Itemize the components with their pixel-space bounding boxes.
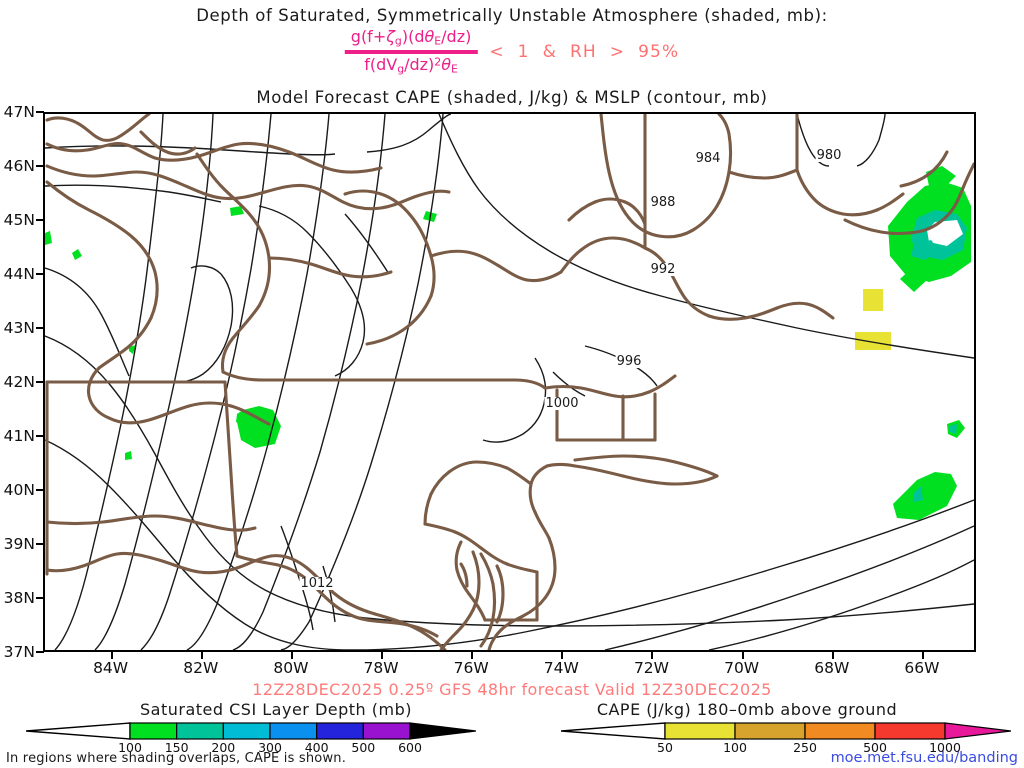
colorbar-band	[362, 722, 411, 740]
latitude-tick-label: 39N	[3, 535, 35, 553]
csi-fraction: g(f+ζg)(dθE/dz) f(dVg/dz)2θE	[344, 27, 478, 76]
longitude-tick-mark	[290, 651, 293, 659]
colorbar-band	[269, 722, 318, 740]
latitude-tick-label: 43N	[3, 319, 35, 337]
mslp-contour-label: 1000	[544, 396, 580, 411]
latitude-tick-mark	[36, 165, 44, 167]
colorbar-tick-label: 500	[351, 740, 376, 755]
latitude-tick-label: 45N	[3, 211, 35, 229]
latitude-tick-mark	[36, 435, 44, 437]
colorbar-tick-label: 150	[164, 740, 189, 755]
latitude-tick-mark	[36, 381, 44, 383]
colorbar-tick-label: 100	[118, 740, 142, 755]
colorbar-band	[176, 722, 224, 740]
formula-numerator: g(f+ζg)(dθE/dz)	[350, 27, 472, 48]
longitude-tick-mark	[381, 651, 384, 659]
header-line-3: Model Forecast CAPE (shaded, J/kg) & MSL…	[256, 88, 768, 107]
cape-colorbar: 50 100 250 500 1000	[560, 722, 1012, 756]
longitude-tick-label: 66W	[904, 659, 940, 677]
longitude-tick-mark	[651, 651, 654, 659]
header-line-1: Depth of Saturated, Symmetrically Unstab…	[196, 6, 828, 25]
latitude-tick-label: 42N	[3, 373, 35, 391]
colorbar-band	[804, 722, 876, 740]
source-url[interactable]: moe.met.fsu.edu/banding	[830, 750, 1018, 766]
longitude-tick-label: 70W	[724, 659, 760, 677]
latitude-tick-label: 47N	[3, 103, 35, 121]
longitude-tick-label: 74W	[543, 659, 579, 677]
latitude-tick-mark	[36, 543, 44, 545]
longitude-tick-mark	[921, 651, 924, 659]
latitude-tick-label: 37N	[3, 643, 35, 661]
fraction-bar	[344, 49, 478, 54]
colorbar-tick-label: 1000	[929, 740, 961, 755]
mslp-contour-label: 992	[649, 262, 677, 277]
mslp-contour-label: 988	[649, 195, 677, 210]
mslp-contour-label: 996	[615, 354, 643, 369]
csi-formula: g(f+ζg)(dθE/dz) f(dVg/dz)2θE < 1 & RH > …	[344, 27, 680, 76]
longitude-tick-mark	[110, 651, 113, 659]
formula-condition: < 1 & RH > 95%	[489, 41, 680, 62]
longitude-tick-label: 82W	[183, 659, 219, 677]
latitude-tick-label: 41N	[3, 427, 35, 445]
latitude-tick-mark	[36, 489, 44, 491]
colorbar-tick-label: 200	[211, 740, 236, 755]
longitude-tick-mark	[741, 651, 744, 659]
longitude-tick-mark	[471, 651, 474, 659]
colorbar-band	[129, 722, 178, 740]
colorbar-tick-label: 400	[304, 740, 329, 755]
overlap-note: In regions where shading overlaps, CAPE …	[6, 751, 347, 766]
longitude-tick-label: 84W	[93, 659, 129, 677]
colorbar-tick-label: 300	[258, 740, 282, 755]
map-plot-area	[43, 112, 976, 652]
colorbar-swatches	[25, 722, 477, 740]
longitude-tick-mark	[561, 651, 564, 659]
longitude-tick-label: 68W	[814, 659, 850, 677]
longitude-tick-mark	[831, 651, 834, 659]
colorbar-band	[664, 722, 736, 740]
state-boundaries	[45, 114, 974, 650]
latitude-tick-mark	[36, 111, 44, 113]
longitude-tick-mark	[200, 651, 203, 659]
latitude-tick-mark	[36, 273, 44, 275]
colorbar-tick-label: 500	[863, 740, 887, 755]
colorbar-tick-label: 250	[793, 740, 817, 755]
colorbar-band	[316, 722, 364, 740]
latitude-tick-label: 46N	[3, 157, 35, 175]
latitude-tick-mark	[36, 219, 44, 221]
longitude-tick-label: 78W	[363, 659, 399, 677]
formula-denominator: f(dVg/dz)2θE	[364, 54, 458, 76]
longitude-tick-label: 72W	[633, 659, 669, 677]
csi-legend-caption: Saturated CSI Layer Depth (mb)	[140, 700, 412, 719]
forecast-valid-line: 12Z28DEC2025 0.25º GFS 48hr forecast Val…	[252, 680, 772, 699]
latitude-tick-label: 38N	[3, 589, 35, 607]
colorbar-tick-label: 100	[723, 740, 747, 755]
mslp-contour-label: 1012	[299, 576, 335, 591]
map-canvas	[45, 114, 974, 650]
colorbar-band	[874, 722, 946, 740]
longitude-tick-label: 80W	[273, 659, 309, 677]
mslp-contour-label: 984	[694, 151, 722, 166]
cape-legend-caption: CAPE (J/kg) 180–0mb above ground	[596, 700, 898, 719]
colorbar-tick-label: 600	[398, 740, 422, 755]
longitude-tick-label: 76W	[453, 659, 489, 677]
csi-colorbar: 100 150 200 300 400 500 600	[25, 722, 477, 756]
colorbar-band	[222, 722, 271, 740]
latitude-tick-label: 40N	[3, 481, 35, 499]
colorbar-tick-label: 50	[657, 740, 673, 755]
latitude-tick-mark	[36, 651, 44, 653]
latitude-tick-label: 44N	[3, 265, 35, 283]
mslp-contour-label: 980	[815, 148, 843, 163]
latitude-tick-mark	[36, 597, 44, 599]
colorbar-band	[734, 722, 806, 740]
latitude-tick-mark	[36, 327, 44, 329]
colorbar-swatches	[560, 722, 1012, 740]
